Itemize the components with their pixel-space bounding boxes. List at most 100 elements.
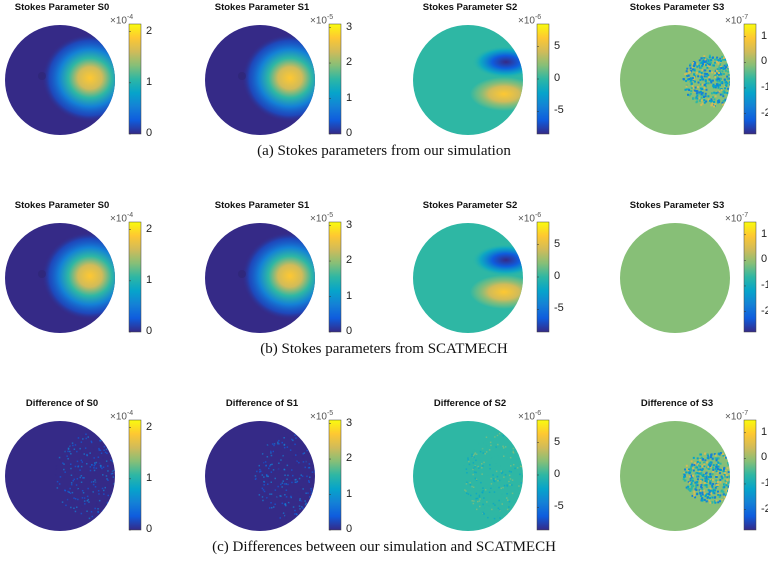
colorbar-tick-label: 0 — [346, 127, 353, 139]
colorbar-tick-label: -5 — [554, 104, 564, 117]
colorbar-tick-label: 1 — [146, 75, 153, 88]
panel-title: Stokes Parameter S3 — [629, 2, 725, 13]
intensity-spot — [242, 34, 315, 122]
colorbar — [743, 419, 757, 531]
colorbar — [328, 23, 342, 135]
heatmap-panel: 2 1 0 Difference of S0 ×10-4 — [0, 398, 170, 548]
panel-title: Stokes Parameter S0 — [14, 200, 110, 211]
colorbar — [128, 419, 142, 531]
heatmap-disk — [620, 25, 730, 135]
colorbar-exponent: ×10-5 — [310, 14, 334, 27]
dark-dot — [38, 72, 46, 80]
colorbar-exponent: ×10-5 — [310, 410, 334, 423]
colorbar-tick-label: 1 — [146, 273, 153, 286]
colorbar-tick-label: 2 — [146, 420, 153, 433]
heatmap-plot — [205, 419, 342, 531]
colorbar-tick-label: 0 — [554, 270, 561, 282]
heatmap-plot — [5, 419, 142, 531]
heatmap-plot — [205, 23, 342, 135]
colorbar-tick-label: 5 — [554, 237, 561, 250]
exponent-value: -7 — [741, 14, 749, 21]
panel-title: Stokes Parameter S1 — [214, 200, 310, 211]
heatmap-panel: 5 0 -5 Stokes Parameter S2 ×10-6 — [408, 2, 578, 152]
heatmap-plot — [413, 221, 550, 333]
heatmap-disk — [413, 25, 523, 135]
colorbar — [743, 221, 757, 333]
exponent-value: -5 — [326, 410, 334, 417]
colorbar — [328, 221, 342, 333]
colorbar-exponent: ×10-6 — [518, 410, 542, 423]
exponent-value: -5 — [326, 14, 334, 21]
colorbar-tick-label: -5 — [554, 500, 564, 513]
intensity-spot — [42, 232, 115, 320]
heatmap-plot — [205, 221, 342, 333]
colorbar-tick-label: -5 — [554, 302, 564, 315]
heatmap-disk — [620, 223, 730, 333]
colorbar-tick-label: 1 — [761, 29, 768, 42]
intensity-spot — [42, 34, 115, 122]
noise-region — [682, 54, 730, 108]
heatmap-disk — [413, 421, 523, 531]
exponent-value: -5 — [326, 212, 334, 219]
heatmap-panel: 5 0 -5 Difference of S2 ×10-6 — [408, 398, 578, 548]
colorbar-tick-label: -1 — [761, 80, 768, 93]
colorbar-tick-label: -2 — [761, 502, 768, 515]
heatmap-panel: 2 1 0 Stokes Parameter S0 ×10-4 — [0, 200, 170, 350]
exponent-value: -6 — [534, 14, 542, 21]
positive-lobe — [470, 77, 523, 111]
exponent-value: -7 — [741, 212, 749, 219]
colorbar-tick-label: 1 — [346, 487, 353, 500]
colorbar-tick-label: 0 — [146, 127, 153, 139]
colorbar-tick-label: 1 — [346, 91, 353, 104]
heatmap-panel: 1 0 -1 -2 Stokes Parameter S3 ×10-7 — [615, 200, 768, 350]
heatmap-panel: 1 0 -1 -2 Stokes Parameter S3 ×10-7 — [615, 2, 768, 152]
colorbar-tick-label: -2 — [761, 304, 768, 317]
colorbar-tick-label: 0 — [346, 325, 353, 337]
colorbar-tick-label: 0 — [554, 72, 561, 84]
heatmap-panel: 2 1 0 Stokes Parameter S0 ×10-4 — [0, 2, 170, 152]
heatmap-plot — [620, 221, 757, 333]
heatmap-disk — [413, 223, 523, 333]
colorbar-tick-label: 2 — [146, 222, 153, 235]
colorbar-tick-label: 2 — [346, 56, 353, 69]
heatmap-panel: 1 0 -1 -2 Difference of S3 ×10-7 — [615, 398, 768, 548]
intensity-spot — [242, 232, 315, 320]
heatmap-plot — [5, 221, 142, 333]
colorbar-tick-label: 5 — [554, 39, 561, 52]
colorbar — [128, 221, 142, 333]
heatmap-panel: 5 0 -5 Stokes Parameter S2 ×10-6 — [408, 200, 578, 350]
panel-title: Difference of S2 — [433, 398, 507, 409]
colorbar-tick-label: 2 — [346, 452, 353, 465]
heatmap-panel: 3 2 1 0 Stokes Parameter S1 ×10-5 — [200, 200, 370, 350]
colorbar-tick-label: -1 — [761, 476, 768, 489]
colorbar-tick-label: 1 — [346, 289, 353, 302]
negative-lobe — [472, 244, 523, 276]
colorbar-tick-label: -2 — [761, 106, 768, 119]
colorbar-tick-label: 0 — [554, 468, 561, 480]
exponent-value: -4 — [126, 410, 134, 417]
colorbar-exponent: ×10-4 — [110, 212, 134, 225]
colorbar-tick-label: -1 — [761, 278, 768, 291]
colorbar-tick-label: 0 — [146, 325, 153, 337]
noise-region — [54, 433, 115, 520]
panel-title: Difference of S1 — [225, 398, 299, 409]
colorbar-tick-label: 2 — [146, 24, 153, 37]
panel-title: Stokes Parameter S1 — [214, 2, 310, 13]
colorbar-tick-label: 1 — [761, 425, 768, 438]
colorbar-tick-label: 3 — [346, 218, 353, 231]
panel-title: Stokes Parameter S2 — [422, 2, 518, 13]
colorbar-tick-label: 0 — [761, 253, 768, 266]
colorbar-tick-label: 1 — [146, 471, 153, 484]
noise-region — [682, 452, 730, 504]
colorbar-tick-label: 0 — [146, 523, 153, 535]
colorbar-tick-label: 3 — [346, 416, 353, 429]
colorbar — [128, 23, 142, 135]
dark-dot — [238, 270, 246, 278]
heatmap-plot — [620, 23, 757, 135]
subfigure-caption: (b) Stokes parameters from SCATMECH — [260, 341, 508, 357]
colorbar-exponent: ×10-6 — [518, 212, 542, 225]
dark-dot — [38, 270, 46, 278]
colorbar-tick-label: 2 — [346, 254, 353, 267]
colorbar-exponent: ×10-5 — [310, 212, 334, 225]
